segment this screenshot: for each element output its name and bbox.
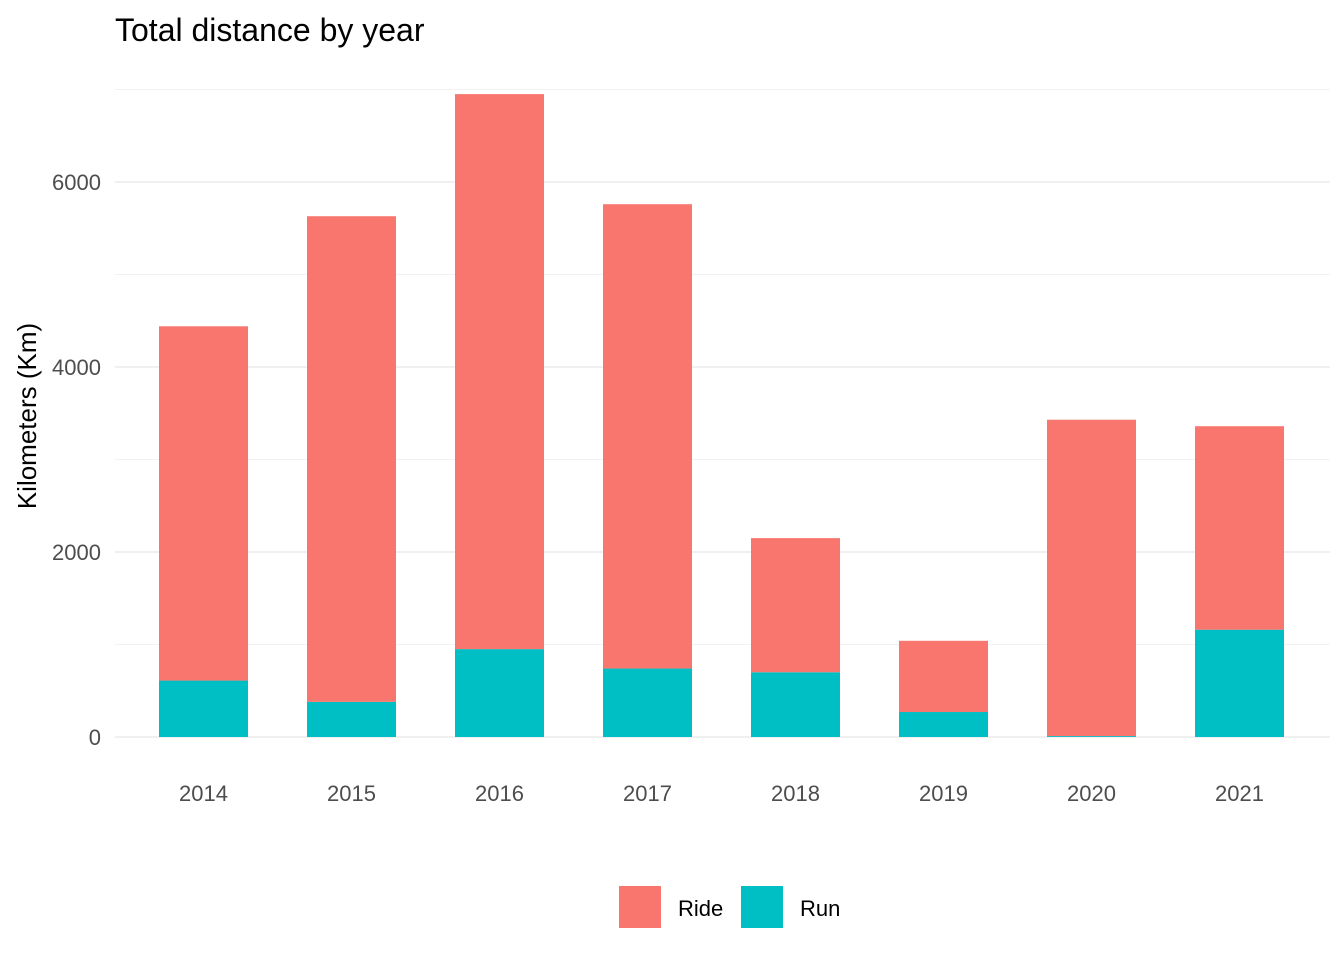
bar-ride-2015: [307, 216, 396, 702]
bar-run-2018: [751, 672, 840, 737]
legend-key-ride: [619, 886, 661, 928]
chart-title: Total distance by year: [115, 12, 425, 48]
gridlines: [115, 89, 1330, 738]
x-axis-ticks: 2014 2015 2016 2017 2018 2019 2020 2021: [179, 781, 1264, 806]
bar-run-2016: [455, 649, 544, 737]
x-tick-label: 2017: [623, 781, 672, 806]
bars: [159, 94, 1284, 737]
bar-run-2019: [899, 712, 988, 737]
x-tick-label: 2020: [1067, 781, 1116, 806]
y-axis-ticks: 0 2000 4000 6000: [52, 170, 101, 750]
bar-run-2014: [159, 680, 248, 737]
y-tick-label: 0: [89, 725, 101, 750]
legend-key-run: [741, 886, 783, 928]
legend-label-run: Run: [800, 896, 840, 921]
y-tick-label: 6000: [52, 170, 101, 195]
x-tick-label: 2016: [475, 781, 524, 806]
bar-run-2017: [603, 668, 692, 737]
bar-ride-2018: [751, 538, 840, 673]
bar-ride-2016: [455, 94, 544, 650]
legend: Ride Run: [619, 886, 840, 928]
y-tick-label: 4000: [52, 355, 101, 380]
x-tick-label: 2018: [771, 781, 820, 806]
x-tick-label: 2021: [1215, 781, 1264, 806]
bar-ride-2020: [1047, 419, 1136, 737]
bar-run-2020: [1047, 736, 1136, 737]
x-tick-label: 2014: [179, 781, 228, 806]
bar-ride-2017: [603, 204, 692, 669]
y-tick-label: 2000: [52, 540, 101, 565]
bar-ride-2014: [159, 326, 248, 681]
bar-run-2015: [307, 701, 396, 737]
x-tick-label: 2019: [919, 781, 968, 806]
bar-ride-2019: [899, 640, 988, 713]
x-tick-label: 2015: [327, 781, 376, 806]
legend-label-ride: Ride: [678, 896, 723, 921]
y-axis-label: Kilometers (Km): [12, 323, 42, 509]
bar-run-2021: [1195, 629, 1284, 737]
bar-ride-2021: [1195, 426, 1284, 630]
